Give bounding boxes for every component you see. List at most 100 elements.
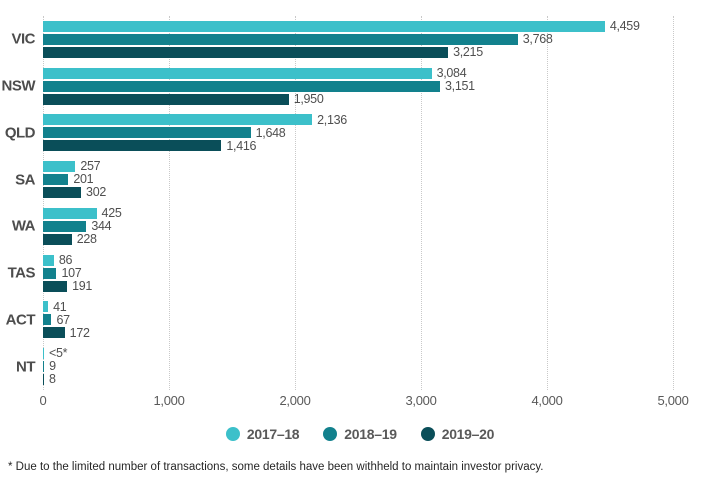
bar-nsw-2018-19 <box>43 80 441 92</box>
bar-line: 86 <box>43 252 673 267</box>
legend-label: 2018–19 <box>344 426 397 442</box>
bar-line: 302 <box>43 185 673 200</box>
bar-vic-2017-18 <box>43 20 605 32</box>
bar-value-label: 2,136 <box>317 112 347 127</box>
bar-sa-2017-18 <box>43 161 76 173</box>
bar-group-wa: WA 425 344 228 <box>12 203 673 250</box>
legend-item: 2017–18 <box>225 426 300 442</box>
bar-value-label: 8 <box>49 372 56 387</box>
category-label: ACT <box>5 311 36 329</box>
category-label: TAS <box>7 264 36 282</box>
bar-line: 1,648 <box>43 125 673 140</box>
bar-group-tas: TAS 86 107 191 <box>8 250 673 297</box>
category-label: NSW <box>1 77 36 95</box>
bar-line: 201 <box>43 172 673 187</box>
bar-nt-2018-19 <box>43 361 45 373</box>
x-tick-label: 4,000 <box>531 393 563 408</box>
bar-groups: VIC 4,459 3,768 3,215 NSW 3,084 3,151 1,950 QLD 2… <box>2 16 673 390</box>
bar-value-label: 1,648 <box>255 125 286 140</box>
bar-line: 1,950 <box>43 91 673 106</box>
bar-value-label: 201 <box>73 172 94 187</box>
category-label: NT <box>16 358 36 376</box>
x-tick-label: 0 <box>39 393 47 408</box>
bar-wa-2019-20 <box>43 233 72 245</box>
x-tick-label: 3,000 <box>405 393 437 408</box>
bar-tas-2019-20 <box>43 280 68 292</box>
gridline <box>295 16 296 390</box>
category-label: QLD <box>4 124 36 142</box>
bar-value-label: 86 <box>58 252 73 267</box>
category-label: WA <box>11 217 36 235</box>
bar-value-label: 191 <box>72 278 93 293</box>
bar-tas-2018-19 <box>43 267 57 279</box>
x-tick-label: 1,000 <box>153 393 185 408</box>
bar-line: 425 <box>43 206 673 221</box>
gridline <box>547 16 548 390</box>
bar-value-label: <5* <box>49 346 68 361</box>
bar-line: 2,136 <box>43 112 673 127</box>
bar-value-label: 9 <box>49 359 56 374</box>
bar-group-sa: SA 257 201 302 <box>15 156 673 203</box>
bar-group-vic: VIC 4,459 3,768 3,215 <box>11 16 673 63</box>
bar-value-label: 302 <box>86 185 107 200</box>
bar-nt-2017-18 <box>43 348 44 360</box>
bar-vic-2018-19 <box>43 33 518 45</box>
bar-qld-2018-19 <box>43 127 251 139</box>
bar-wa-2017-18 <box>43 207 97 219</box>
bar-line: 3,215 <box>43 45 673 60</box>
bar-value-label: 3,151 <box>445 78 475 93</box>
legend-item: 2018–19 <box>323 426 397 442</box>
bar-group-qld: QLD 2,136 1,648 1,416 <box>5 110 673 157</box>
bar-group-act: ACT 41 67 172 <box>6 297 673 344</box>
bar-line: 9 <box>43 359 673 374</box>
bar-group-nt: NT <5* 9 8 <box>16 343 673 390</box>
bar-value-label: 3,084 <box>436 65 467 80</box>
bar-nsw-2017-18 <box>43 67 432 79</box>
category-label: SA <box>15 171 35 189</box>
bar-line: 344 <box>43 219 673 234</box>
bar-sa-2019-20 <box>43 187 82 199</box>
bar-line: 8 <box>43 372 673 387</box>
x-tick-label: 5,000 <box>657 393 689 408</box>
bar-vic-2019-20 <box>43 46 449 58</box>
gridline <box>43 16 44 390</box>
bar-qld-2017-18 <box>43 114 313 126</box>
bar-value-label: 257 <box>80 159 101 174</box>
plot-area: VIC 4,459 3,768 3,215 NSW 3,084 3,151 1,950 QLD 2… <box>2 16 674 390</box>
bar-value-label: 1,950 <box>293 91 324 106</box>
bar-line: 3,151 <box>43 78 673 93</box>
gridline <box>169 16 170 390</box>
bar-value-label: 1,416 <box>226 138 257 153</box>
bar-group-nsw: NSW 3,084 3,151 1,950 <box>2 63 673 110</box>
bar-value-label: 3,768 <box>522 32 553 47</box>
gridline <box>673 16 674 390</box>
bar-nt-2019-20 <box>43 374 44 386</box>
legend-swatch-circle-icon <box>225 427 240 441</box>
bar-line: <5* <box>43 346 673 361</box>
bar-nsw-2019-20 <box>43 93 289 105</box>
bar-value-label: 425 <box>101 206 122 221</box>
legend-swatch-circle-icon <box>323 427 338 441</box>
bar-act-2017-18 <box>43 301 49 313</box>
bar-line: 107 <box>43 267 673 279</box>
bar-line: 67 <box>43 312 673 327</box>
bar-line: 257 <box>43 159 673 174</box>
legend: 2017–18 2018–19 2019–20 <box>0 426 720 442</box>
bar-line: 228 <box>43 233 673 245</box>
bar-line: 1,416 <box>43 138 673 153</box>
category-label: VIC <box>11 30 35 48</box>
bar-line: 41 <box>43 301 673 313</box>
bar-act-2019-20 <box>43 327 65 339</box>
legend-label: 2017–18 <box>246 426 300 442</box>
footnote: * Due to the limited number of transacti… <box>8 461 544 473</box>
bar-value-label: 67 <box>56 312 70 327</box>
bar-value-label: 344 <box>91 219 112 234</box>
legend-swatch-circle-icon <box>420 427 435 441</box>
gridline <box>421 16 422 390</box>
bar-qld-2019-20 <box>43 140 222 152</box>
bar-wa-2018-19 <box>43 220 87 232</box>
bar-value-label: 3,215 <box>453 45 483 60</box>
bar-line: 3,768 <box>43 32 673 47</box>
bar-line: 4,459 <box>43 20 673 32</box>
